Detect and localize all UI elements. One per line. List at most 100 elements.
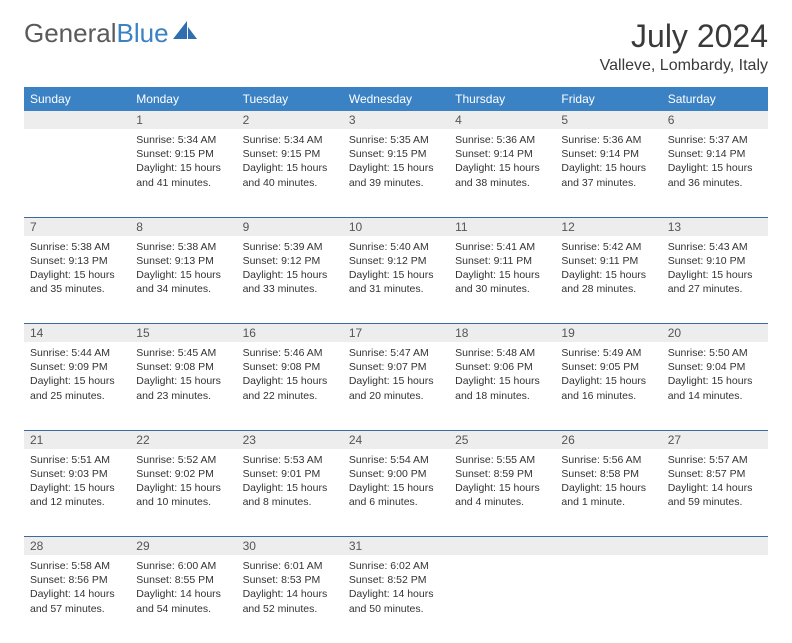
- day-cell: Sunrise: 5:55 AMSunset: 8:59 PMDaylight:…: [449, 449, 555, 537]
- day-cell: Sunrise: 5:37 AMSunset: 9:14 PMDaylight:…: [662, 129, 768, 217]
- day1-text: Daylight: 15 hours: [30, 374, 124, 388]
- header: GeneralBlue July 2024 Valleve, Lombardy,…: [24, 18, 768, 75]
- day-cell: Sunrise: 5:57 AMSunset: 8:57 PMDaylight:…: [662, 449, 768, 537]
- sunset-text: Sunset: 9:14 PM: [561, 147, 655, 161]
- day-number: 12: [555, 217, 661, 236]
- logo-word1: General: [24, 18, 117, 48]
- sunset-text: Sunset: 9:13 PM: [30, 254, 124, 268]
- weekday-header: Thursday: [449, 87, 555, 111]
- week-row: Sunrise: 5:58 AMSunset: 8:56 PMDaylight:…: [24, 555, 768, 643]
- day-cell: Sunrise: 5:36 AMSunset: 9:14 PMDaylight:…: [555, 129, 661, 217]
- sunrise-text: Sunrise: 5:37 AM: [668, 133, 762, 147]
- day2-text: and 4 minutes.: [455, 495, 549, 509]
- day-number: 14: [24, 324, 130, 343]
- sunrise-text: Sunrise: 5:50 AM: [668, 346, 762, 360]
- day-number: 8: [130, 217, 236, 236]
- day-number: 3: [343, 111, 449, 129]
- sunset-text: Sunset: 9:09 PM: [30, 360, 124, 374]
- day2-text: and 50 minutes.: [349, 602, 443, 616]
- day-number: 26: [555, 430, 661, 449]
- day-cell: [449, 555, 555, 643]
- weekday-header: Wednesday: [343, 87, 449, 111]
- day-cell: Sunrise: 5:53 AMSunset: 9:01 PMDaylight:…: [237, 449, 343, 537]
- day1-text: Daylight: 15 hours: [349, 481, 443, 495]
- sunset-text: Sunset: 9:08 PM: [243, 360, 337, 374]
- day-cell: Sunrise: 5:34 AMSunset: 9:15 PMDaylight:…: [130, 129, 236, 217]
- sunrise-text: Sunrise: 6:01 AM: [243, 559, 337, 573]
- day2-text: and 12 minutes.: [30, 495, 124, 509]
- day-number: 30: [237, 537, 343, 556]
- sunset-text: Sunset: 9:14 PM: [668, 147, 762, 161]
- day-cell: Sunrise: 5:40 AMSunset: 9:12 PMDaylight:…: [343, 236, 449, 324]
- weekday-header: Monday: [130, 87, 236, 111]
- day2-text: and 14 minutes.: [668, 389, 762, 403]
- day-cell: Sunrise: 6:02 AMSunset: 8:52 PMDaylight:…: [343, 555, 449, 643]
- day-cell: Sunrise: 5:54 AMSunset: 9:00 PMDaylight:…: [343, 449, 449, 537]
- day2-text: and 41 minutes.: [136, 176, 230, 190]
- sunset-text: Sunset: 9:10 PM: [668, 254, 762, 268]
- sunset-text: Sunset: 9:12 PM: [243, 254, 337, 268]
- sunset-text: Sunset: 9:08 PM: [136, 360, 230, 374]
- day1-text: Daylight: 14 hours: [243, 587, 337, 601]
- day-cell: [555, 555, 661, 643]
- sunset-text: Sunset: 8:58 PM: [561, 467, 655, 481]
- day-number: 20: [662, 324, 768, 343]
- daynum-row: 123456: [24, 111, 768, 129]
- day-cell: Sunrise: 5:44 AMSunset: 9:09 PMDaylight:…: [24, 342, 130, 430]
- day-number: 15: [130, 324, 236, 343]
- day-number: 23: [237, 430, 343, 449]
- day-number: [449, 537, 555, 556]
- day1-text: Daylight: 15 hours: [30, 268, 124, 282]
- day2-text: and 8 minutes.: [243, 495, 337, 509]
- day2-text: and 18 minutes.: [455, 389, 549, 403]
- day1-text: Daylight: 15 hours: [561, 374, 655, 388]
- sunset-text: Sunset: 9:03 PM: [30, 467, 124, 481]
- sunrise-text: Sunrise: 5:40 AM: [349, 240, 443, 254]
- day1-text: Daylight: 15 hours: [136, 481, 230, 495]
- sunrise-text: Sunrise: 5:43 AM: [668, 240, 762, 254]
- day-cell: Sunrise: 5:36 AMSunset: 9:14 PMDaylight:…: [449, 129, 555, 217]
- day2-text: and 27 minutes.: [668, 282, 762, 296]
- day-cell: [24, 129, 130, 217]
- sunrise-text: Sunrise: 5:42 AM: [561, 240, 655, 254]
- day-number: 1: [130, 111, 236, 129]
- day1-text: Daylight: 14 hours: [136, 587, 230, 601]
- day-number: 21: [24, 430, 130, 449]
- day1-text: Daylight: 15 hours: [243, 481, 337, 495]
- day2-text: and 23 minutes.: [136, 389, 230, 403]
- day2-text: and 52 minutes.: [243, 602, 337, 616]
- month-title: July 2024: [600, 18, 768, 55]
- sunrise-text: Sunrise: 5:36 AM: [561, 133, 655, 147]
- day1-text: Daylight: 15 hours: [243, 161, 337, 175]
- day1-text: Daylight: 15 hours: [349, 374, 443, 388]
- day-number: 6: [662, 111, 768, 129]
- day1-text: Daylight: 15 hours: [136, 268, 230, 282]
- day2-text: and 16 minutes.: [561, 389, 655, 403]
- day2-text: and 35 minutes.: [30, 282, 124, 296]
- day2-text: and 20 minutes.: [349, 389, 443, 403]
- day-number: 18: [449, 324, 555, 343]
- sunset-text: Sunset: 9:02 PM: [136, 467, 230, 481]
- day2-text: and 30 minutes.: [455, 282, 549, 296]
- weekday-header: Tuesday: [237, 87, 343, 111]
- sunrise-text: Sunrise: 5:34 AM: [136, 133, 230, 147]
- day2-text: and 1 minute.: [561, 495, 655, 509]
- day-cell: Sunrise: 5:49 AMSunset: 9:05 PMDaylight:…: [555, 342, 661, 430]
- sunset-text: Sunset: 9:05 PM: [561, 360, 655, 374]
- day-cell: Sunrise: 5:39 AMSunset: 9:12 PMDaylight:…: [237, 236, 343, 324]
- sunset-text: Sunset: 9:06 PM: [455, 360, 549, 374]
- day-number: 22: [130, 430, 236, 449]
- day1-text: Daylight: 15 hours: [349, 161, 443, 175]
- sunrise-text: Sunrise: 5:45 AM: [136, 346, 230, 360]
- day-number: 19: [555, 324, 661, 343]
- sunset-text: Sunset: 9:11 PM: [455, 254, 549, 268]
- day2-text: and 57 minutes.: [30, 602, 124, 616]
- sunset-text: Sunset: 9:15 PM: [136, 147, 230, 161]
- day-number: 17: [343, 324, 449, 343]
- day-number: 5: [555, 111, 661, 129]
- sunrise-text: Sunrise: 6:00 AM: [136, 559, 230, 573]
- day-number: [555, 537, 661, 556]
- week-row: Sunrise: 5:38 AMSunset: 9:13 PMDaylight:…: [24, 236, 768, 324]
- day2-text: and 28 minutes.: [561, 282, 655, 296]
- day2-text: and 40 minutes.: [243, 176, 337, 190]
